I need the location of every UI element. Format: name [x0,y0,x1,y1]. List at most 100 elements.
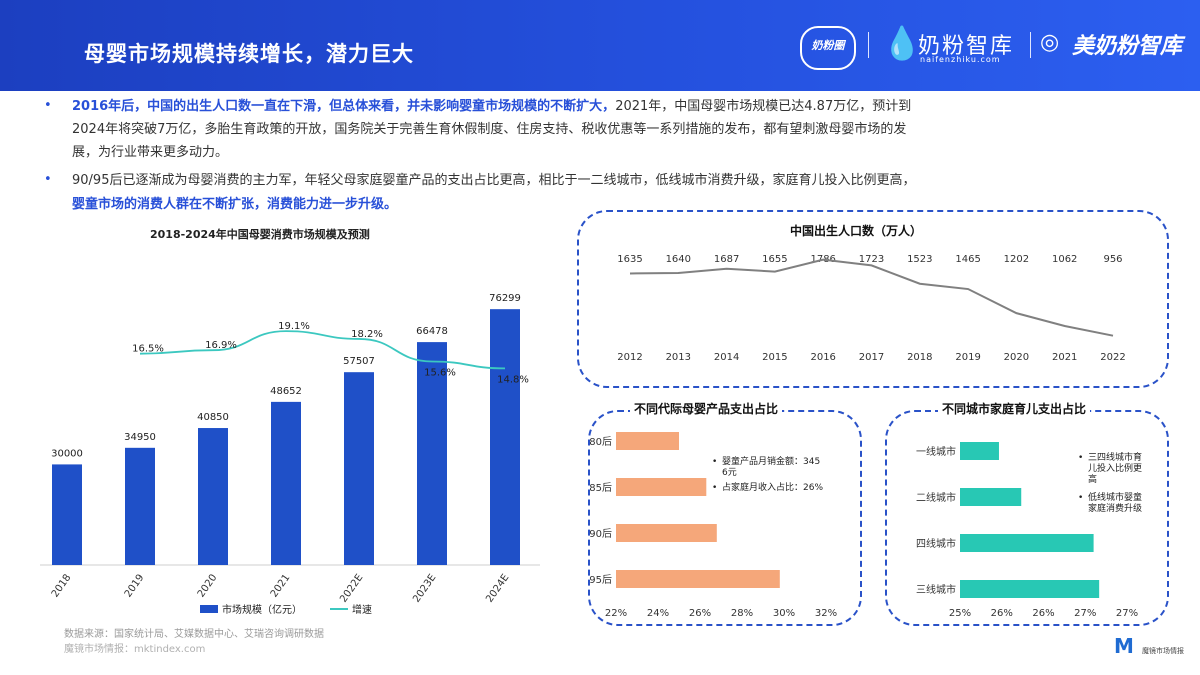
legend-line-label: 增速 [352,603,372,616]
annotation-text: 占家庭月收入占比：26% [722,481,823,493]
mojing-m-icon: M [1114,634,1134,658]
x-tick-label: 30% [773,608,795,619]
legend-bar-swatch [200,605,218,613]
growth-line [139,330,506,370]
logo-divider [1030,32,1031,58]
growth-label: 14.8% [497,374,529,385]
growth-label: 16.5% [132,344,164,355]
hbar [960,580,1100,598]
hbar [616,570,780,588]
bar-value-label: 48652 [270,386,302,397]
annotation-text: 婴童产品月销金额：345 [722,455,820,467]
x-tick-label: 2021 [1052,352,1077,363]
bar [198,428,228,565]
category-label: 85后 [589,482,612,494]
annotation-text: 低线城市婴童 [1088,491,1142,503]
x-tick-label: 27% [1074,608,1096,619]
category-label: 90后 [589,528,612,540]
category-label: 二线城市 [916,491,956,504]
growth-label: 18.2% [351,329,383,340]
annotation-bullet: • [712,457,717,467]
bullet-text: 2021年，中国母婴市场规模已达4.87万亿，预计到 [615,99,912,114]
hbar [616,524,717,542]
x-tick-label: 26% [689,608,711,619]
bar-value-label: 57507 [343,356,375,367]
x-tick-label: 2022E [338,572,365,604]
bullet-text-1: 2016年后，中国的出生人口数一直在下滑，但总体来看，并未影响婴童市场规模的不断… [72,95,1162,118]
x-tick-label: 32% [815,608,837,619]
point-value-label: 1062 [1052,254,1077,265]
x-tick-label: 2020 [196,572,220,599]
bar [125,447,155,565]
water-drop-icon: 💧 [882,24,922,62]
annotation-bullet: • [1078,493,1083,503]
hbar [616,432,679,450]
x-tick-label: 2023E [411,572,438,604]
x-tick-label: 2019 [123,572,147,599]
point-value-label: 1640 [666,254,691,265]
meinaifen-logo-text: 美奶粉智库 [1072,34,1183,59]
hbar [960,534,1094,552]
x-tick-label: 2019 [955,352,980,363]
bar-value-label: 40850 [197,412,229,423]
x-tick-label: 2015 [762,352,787,363]
point-value-label: 1523 [907,254,932,265]
naifenzhiku-logo-text: 奶粉智库 [918,34,1015,59]
x-tick-label: 27% [1116,608,1138,619]
swirl-logo-icon: ◎ [1040,30,1060,55]
bullet-highlight-2: 婴童市场的消费人群在不断扩张，消费能力进一步升级。 [72,197,398,212]
birth-line [629,258,1114,337]
growth-label: 16.9% [205,340,237,351]
generation-spend-chart: 80后 85后 90后 95后 22% 24% 26% 28% 30% 32% • 婴童产品月销金额：… [589,432,837,619]
hbar [960,488,1022,506]
bar-chart-title: 2018-2024年中国母婴消费市场规模及预测 [150,228,370,241]
corner-brand: 魔镜市场情报 [1142,647,1184,655]
page-title: 母婴市场规模持续增长，潜力巨大 [84,42,414,66]
bar-value-label: 76299 [489,293,521,304]
annotation-bullet: • [1078,453,1083,463]
x-tick-label: 2021 [269,572,293,599]
point-value-label: 956 [1103,254,1122,265]
hbar [960,442,999,460]
x-tick-label: 25% [949,608,971,619]
bar [52,464,82,565]
bullet-dot: • [44,172,52,187]
bullet-dot: • [44,98,52,113]
x-tick-label: 2012 [617,352,642,363]
x-tick-label: 2014 [714,352,739,363]
city-chart-title: 不同城市家庭育儿支出占比 [938,400,1091,417]
x-tick-label: 26% [1032,608,1054,619]
hbar [616,478,707,496]
bullet-text-2: 90/95后已逐渐成为母婴消费的主力军，年轻父母家庭婴童产品的支出占比更高，相比… [72,173,916,188]
point-value-label: 1202 [1004,254,1029,265]
category-label: 四线城市 [916,537,956,550]
x-tick-label: 26% [991,608,1013,619]
category-label: 80后 [589,436,612,448]
category-label: 一线城市 [916,445,956,458]
growth-label: 19.1% [278,321,310,332]
naifenquan-logo: 奶粉圈 [800,26,856,70]
point-value-label: 1687 [714,254,739,265]
point-value-label: 1465 [955,254,980,265]
x-tick-label: 24% [647,608,669,619]
header-banner: 母婴市场规模持续增长，潜力巨大 奶粉圈 💧 奶粉智库 naifenzhiku.c… [0,0,1200,91]
point-value-label: 1635 [617,254,642,265]
annotation-text: 高 [1088,473,1097,485]
bar [344,372,374,565]
bar [490,309,520,565]
annotation-text: 家庭消费升级 [1088,502,1142,514]
bar [417,342,447,565]
x-tick-label: 28% [731,608,753,619]
generation-chart-title: 不同代际母婴产品支出占比 [630,400,783,417]
bar-value-label: 66478 [416,326,448,337]
bullet-text-1-line2: 2024年将突破7万亿，多胎生育政策的开放，国务院关于完善生育休假制度、住房支持… [72,122,907,137]
birth-chart-title: 中国出生人口数（万人） [786,222,927,239]
bar-value-label: 30000 [51,448,83,459]
x-tick-label: 2017 [859,352,884,363]
legend-bar-label: 市场规模（亿元） [222,603,302,616]
x-tick-label: 2018 [907,352,932,363]
category-label: 三线城市 [916,583,956,596]
annotation-text: 6元 [722,468,737,478]
x-tick-label: 22% [605,608,627,619]
